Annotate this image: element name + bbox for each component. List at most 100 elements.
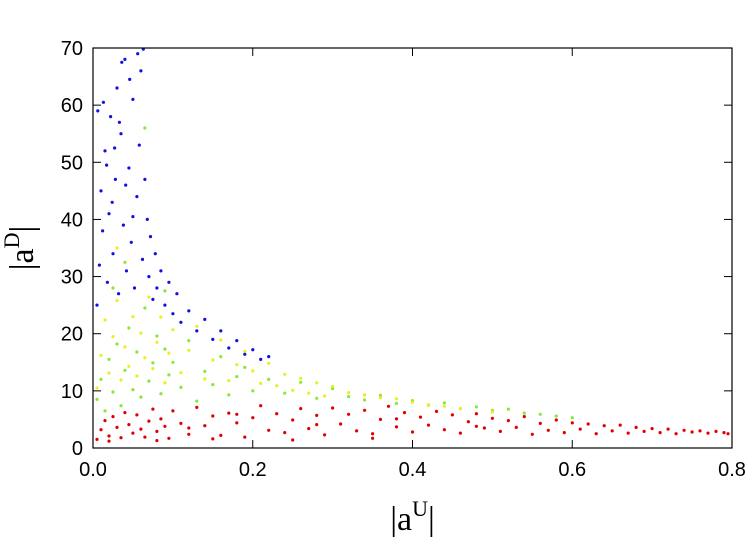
data-point-series-0-18	[167, 436, 171, 440]
data-point-series-0-53	[442, 428, 446, 432]
data-point-series-1-51	[123, 260, 127, 264]
data-point-series-0-22	[195, 405, 199, 409]
data-point-series-0-71	[586, 422, 590, 426]
x-tick-label-2: 0.4	[399, 459, 427, 481]
data-point-series-3-46	[259, 357, 263, 361]
data-point-series-0-85	[698, 429, 702, 433]
y-tick-label-3: 30	[61, 267, 83, 289]
data-point-series-3-17	[129, 240, 133, 244]
data-point-series-3-40	[211, 337, 215, 341]
data-point-series-1-34	[331, 387, 335, 391]
data-point-series-0-15	[155, 429, 159, 433]
data-point-series-3-12	[119, 132, 123, 136]
data-point-series-0-60	[498, 429, 502, 433]
data-point-series-0-64	[530, 432, 534, 436]
data-point-series-0-39	[331, 406, 335, 410]
data-point-series-0-1	[99, 428, 103, 432]
data-point-series-0-82	[674, 432, 678, 436]
data-point-series-3-5	[105, 280, 109, 284]
data-point-series-1-4	[111, 390, 115, 394]
y-tick-label-5: 50	[61, 152, 83, 174]
data-point-series-3-54	[136, 52, 140, 56]
data-point-series-0-35	[299, 407, 303, 411]
data-point-series-1-15	[155, 334, 159, 338]
data-point-series-1-46	[522, 411, 526, 415]
data-point-series-0-27	[235, 421, 239, 425]
data-point-series-3-13	[121, 223, 125, 227]
x-axis-label-close: |	[428, 501, 435, 538]
x-axis-label-sup: U	[412, 496, 428, 521]
data-point-series-0-40	[339, 422, 343, 426]
data-point-series-0-99	[474, 424, 478, 428]
data-point-series-0-92	[211, 437, 215, 441]
data-point-series-2-29	[251, 369, 255, 373]
data-point-series-0-55	[458, 431, 462, 435]
data-point-series-3-2	[99, 189, 103, 193]
data-point-series-2-33	[283, 372, 287, 376]
data-point-series-0-77	[634, 425, 638, 429]
data-point-series-2-42	[378, 396, 383, 400]
data-points	[95, 47, 730, 443]
data-point-series-1-16	[159, 392, 163, 396]
data-point-series-3-6	[107, 212, 111, 216]
data-point-series-1-17	[163, 347, 167, 351]
data-point-series-0-8	[127, 423, 131, 427]
y-tick-label-4: 40	[61, 209, 83, 231]
data-point-series-1-7	[123, 368, 127, 372]
data-point-series-2-46	[442, 404, 446, 408]
data-point-series-3-48	[96, 109, 100, 113]
data-point-series-2-15	[155, 340, 159, 344]
data-point-series-0-26	[227, 411, 231, 415]
data-point-series-2-25	[219, 338, 223, 342]
data-point-series-0-10	[135, 413, 139, 417]
data-point-series-2-9	[131, 315, 135, 319]
data-point-series-0-37	[315, 413, 319, 417]
y-tick-label-6: 60	[61, 95, 83, 117]
data-point-series-1-22	[195, 399, 199, 403]
data-point-series-0-29	[251, 416, 255, 420]
data-point-series-3-53	[128, 77, 132, 81]
data-point-series-3-28	[151, 297, 155, 301]
data-point-series-2-1	[99, 353, 103, 357]
data-point-series-0-73	[602, 424, 606, 428]
data-point-series-1-45	[506, 407, 510, 411]
data-point-series-3-56	[120, 60, 124, 64]
data-point-series-0-67	[554, 418, 558, 422]
data-point-series-0-59	[490, 416, 494, 420]
data-point-series-2-44	[410, 400, 415, 404]
y-tick-label-2: 20	[61, 324, 83, 346]
data-point-series-2-23	[203, 377, 207, 381]
data-point-series-0-61	[506, 419, 510, 423]
data-point-series-0-94	[371, 436, 375, 440]
data-point-series-0-0	[95, 437, 99, 441]
data-point-series-0-50	[418, 415, 423, 419]
data-point-series-2-37	[315, 381, 319, 385]
data-point-series-3-32	[163, 303, 167, 307]
data-point-series-2-6	[119, 378, 123, 382]
data-point-series-1-9	[131, 388, 135, 392]
data-point-series-3-11	[117, 292, 121, 296]
data-point-series-0-4	[111, 415, 115, 419]
data-point-series-1-19	[171, 360, 175, 364]
data-point-series-0-96	[235, 412, 239, 416]
data-point-series-1-26	[227, 393, 231, 397]
data-point-series-0-44	[371, 432, 375, 436]
data-point-series-1-47	[538, 412, 542, 416]
data-point-series-2-14	[151, 367, 155, 371]
data-point-series-1-13	[147, 379, 151, 383]
data-point-series-0-52	[434, 409, 439, 413]
data-point-series-0-3	[107, 434, 111, 438]
data-point-series-2-5	[115, 299, 119, 303]
data-point-series-1-23	[203, 369, 207, 373]
data-point-series-0-19	[171, 409, 175, 413]
data-point-series-2-13	[147, 295, 151, 299]
data-point-series-3-43	[235, 339, 239, 343]
data-point-series-0-14	[151, 407, 155, 411]
data-point-series-0-78	[642, 429, 646, 433]
data-point-series-1-48	[554, 414, 558, 418]
data-point-series-0-63	[522, 415, 526, 419]
data-point-series-1-1	[99, 377, 103, 381]
data-point-series-0-30	[259, 404, 263, 408]
x-tick-label-4: 0.8	[718, 459, 746, 481]
data-point-series-0-90	[107, 439, 111, 443]
